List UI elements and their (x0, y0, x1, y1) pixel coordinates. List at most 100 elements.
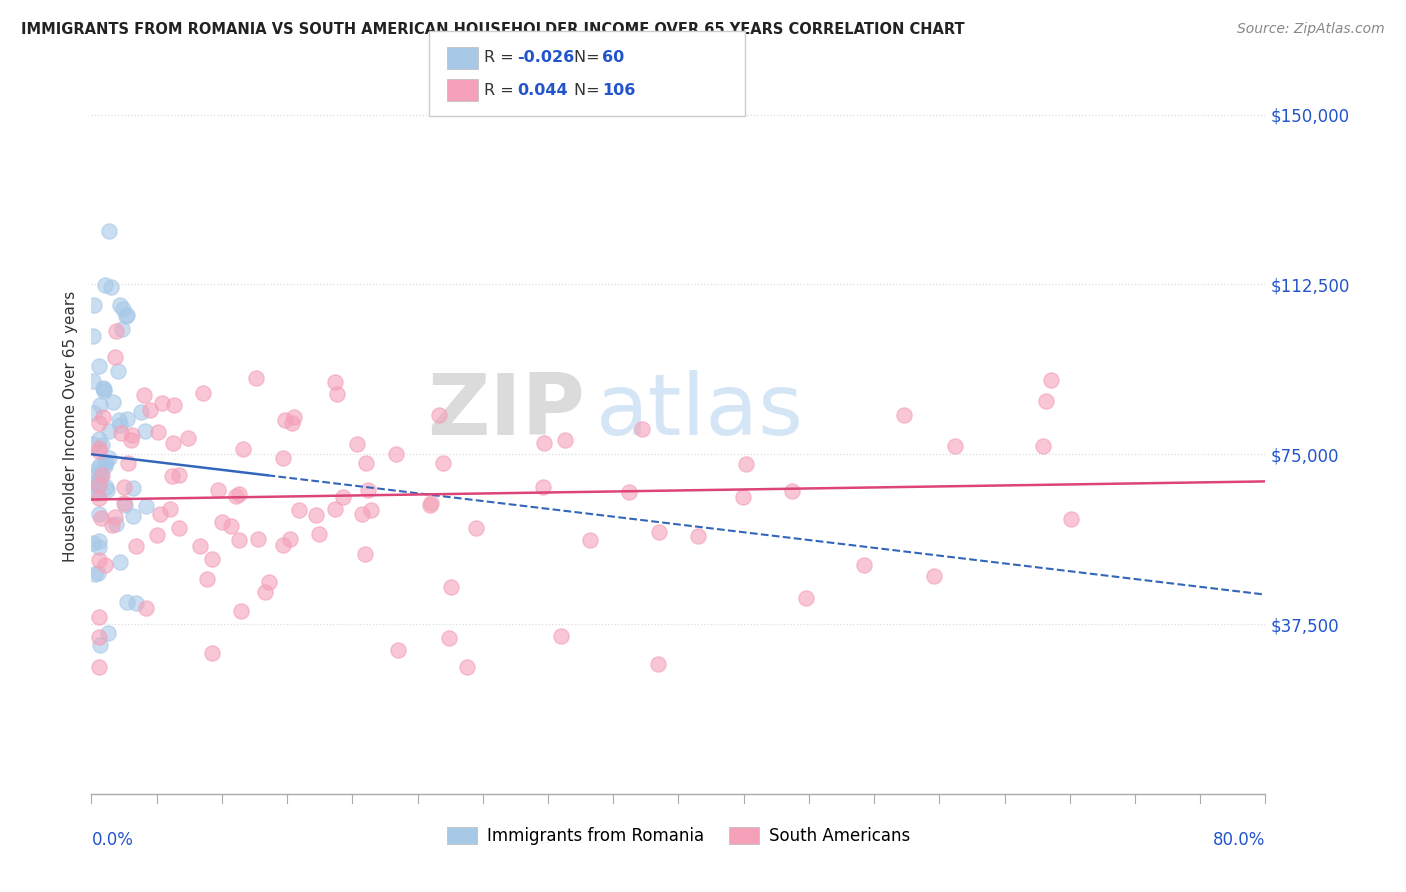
Point (89, 638, 111, 652)
Point (283, 410, 305, 425)
Point (82, 437, 104, 451)
Point (98, 224, 121, 238)
Point (533, 436, 555, 450)
Point (245, 371, 267, 385)
Point (794, 591, 817, 605)
Point (91, 381, 114, 395)
Point (82, 475, 104, 490)
Point (278, 532, 301, 546)
Point (922, 569, 945, 583)
Point (211, 515, 233, 529)
Point (427, 408, 450, 422)
Point (87, 416, 110, 430)
Point (731, 490, 754, 504)
Point (94, 277, 117, 292)
Point (852, 558, 875, 573)
Point (357, 483, 380, 498)
Point (111, 301, 134, 316)
Point (112, 496, 135, 510)
Point (98, 424, 121, 438)
Point (146, 527, 169, 541)
Point (323, 502, 346, 516)
Point (134, 424, 156, 438)
Point (101, 395, 124, 409)
Point (893, 408, 915, 422)
Point (90, 469, 112, 483)
Point (87, 433, 110, 447)
Point (115, 595, 138, 609)
Point (97, 626, 120, 640)
Point (86, 467, 108, 482)
Point (253, 585, 276, 599)
Point (87, 566, 110, 580)
Text: atlas: atlas (596, 369, 804, 453)
Point (195, 572, 218, 586)
Text: IMMIGRANTS FROM ROMANIA VS SOUTH AMERICAN HOUSEHOLDER INCOME OVER 65 YEARS CORRE: IMMIGRANTS FROM ROMANIA VS SOUTH AMERICA… (21, 22, 965, 37)
Text: 0.044: 0.044 (517, 83, 568, 97)
Point (87, 659, 110, 673)
Point (105, 517, 128, 532)
Point (115, 310, 138, 324)
Point (419, 498, 441, 512)
Point (82, 328, 104, 343)
Point (167, 521, 190, 535)
Point (114, 498, 136, 512)
Point (87, 630, 110, 644)
Point (135, 601, 157, 615)
Point (93, 384, 115, 398)
Point (93, 558, 115, 573)
Text: 0.0%: 0.0% (91, 830, 134, 848)
Point (132, 388, 155, 402)
Text: 106: 106 (602, 83, 636, 97)
Point (432, 456, 454, 470)
Point (87, 553, 110, 567)
Point (82, 374, 104, 388)
Point (167, 468, 190, 483)
Point (94, 457, 117, 471)
Text: N=: N= (574, 83, 605, 97)
Point (108, 555, 131, 569)
Point (385, 447, 408, 461)
Point (117, 456, 139, 470)
Point (84, 566, 107, 581)
Point (108, 413, 131, 427)
Point (89, 540, 111, 554)
Point (96, 480, 118, 494)
Point (287, 503, 309, 517)
Point (1040, 373, 1063, 387)
Point (219, 518, 242, 533)
Point (159, 501, 181, 516)
Point (305, 508, 328, 522)
Point (201, 647, 224, 661)
Point (83, 477, 105, 491)
Point (146, 425, 169, 439)
Point (91, 409, 114, 424)
Point (87, 507, 110, 521)
Point (1032, 439, 1054, 453)
Point (162, 435, 184, 450)
Point (125, 596, 148, 610)
Point (437, 631, 460, 645)
Legend: Immigrants from Romania, South Americans: Immigrants from Romania, South Americans (440, 821, 917, 852)
Point (274, 413, 297, 427)
Point (90, 511, 112, 525)
Point (352, 507, 374, 521)
Point (97, 450, 120, 465)
Point (104, 510, 127, 524)
Point (735, 457, 758, 471)
Point (82, 536, 104, 550)
Point (281, 416, 304, 430)
Point (108, 298, 131, 312)
Point (440, 580, 463, 594)
Point (100, 518, 122, 533)
Text: N=: N= (574, 51, 605, 65)
Point (96, 483, 118, 498)
Point (139, 403, 162, 417)
Point (354, 456, 377, 470)
Point (108, 417, 131, 432)
Point (115, 308, 138, 322)
Point (346, 437, 368, 451)
Point (86, 486, 108, 500)
Point (780, 484, 803, 499)
Point (107, 364, 129, 378)
